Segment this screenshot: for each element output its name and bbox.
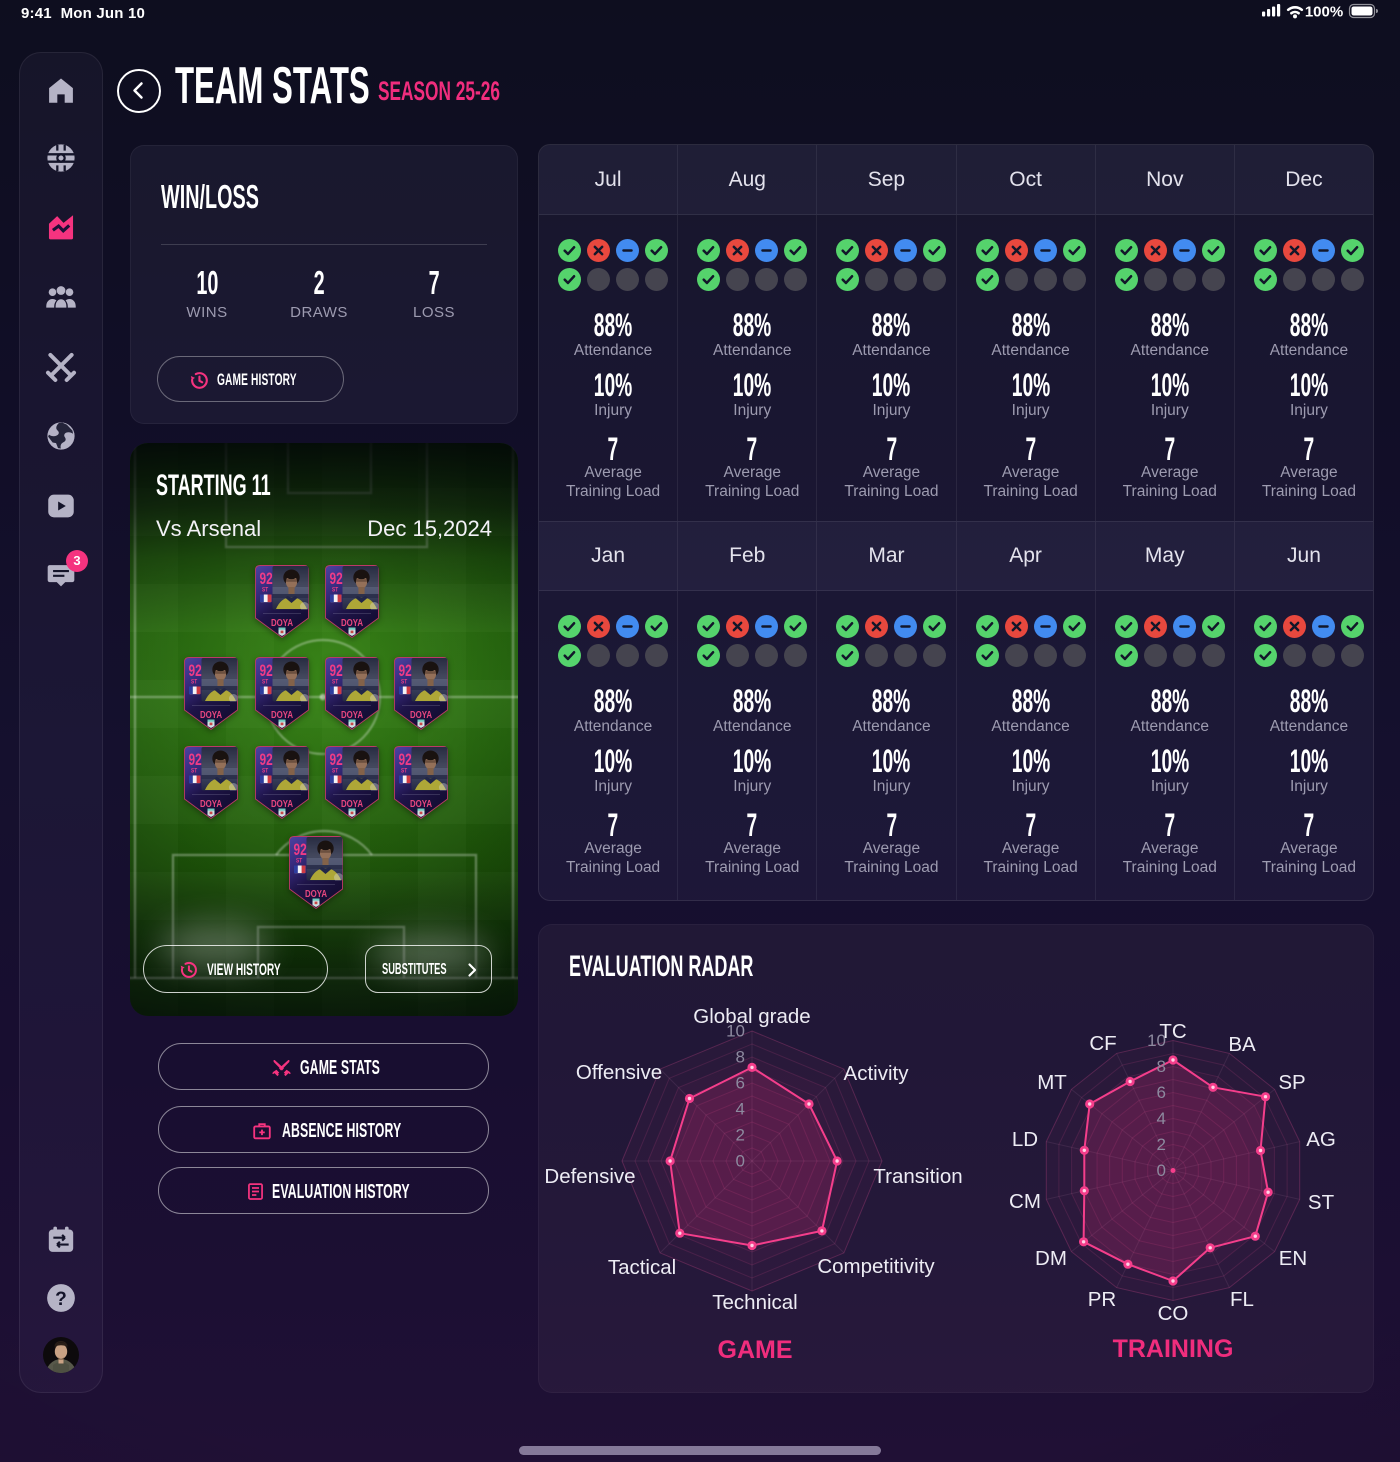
svg-text:MT: MT <box>1037 1071 1067 1094</box>
svg-text:CM: CM <box>1009 1190 1041 1213</box>
svg-text:Transition: Transition <box>873 1165 962 1188</box>
svg-text:DM: DM <box>1035 1247 1067 1270</box>
svg-text:SP: SP <box>1278 1071 1305 1094</box>
svg-text:4: 4 <box>1157 1109 1166 1128</box>
svg-text:6: 6 <box>736 1074 745 1093</box>
svg-text:2: 2 <box>736 1126 745 1145</box>
svg-text:Global grade: Global grade <box>693 1005 810 1028</box>
svg-text:0: 0 <box>736 1152 745 1171</box>
svg-text:8: 8 <box>1157 1057 1166 1076</box>
svg-text:BA: BA <box>1228 1033 1256 1056</box>
svg-text:4: 4 <box>736 1100 745 1119</box>
svg-text:EN: EN <box>1279 1247 1307 1270</box>
svg-text:8: 8 <box>736 1048 745 1067</box>
svg-text:2: 2 <box>1157 1135 1166 1154</box>
svg-text:AG: AG <box>1306 1128 1336 1151</box>
svg-text:10: 10 <box>1147 1031 1166 1050</box>
svg-text:100%: 100% <box>1305 4 1343 21</box>
svg-text:?: ? <box>55 1289 67 1310</box>
svg-text:PR: PR <box>1088 1288 1116 1311</box>
svg-text:Tactical: Tactical <box>608 1256 676 1279</box>
svg-text:CF: CF <box>1089 1032 1116 1055</box>
svg-text:CO: CO <box>1158 1302 1189 1325</box>
svg-text:Technical: Technical <box>712 1291 797 1314</box>
svg-text:Competitivity: Competitivity <box>817 1255 935 1278</box>
svg-text:Activity: Activity <box>844 1062 910 1085</box>
svg-text:6: 6 <box>1157 1083 1166 1102</box>
svg-text:ST: ST <box>1308 1191 1335 1214</box>
svg-text:TC: TC <box>1159 1020 1187 1043</box>
svg-text:10: 10 <box>726 1022 745 1041</box>
svg-text:FL: FL <box>1230 1288 1254 1311</box>
svg-text:Defensive: Defensive <box>544 1165 635 1188</box>
svg-text:0: 0 <box>1157 1161 1166 1180</box>
svg-text:Offensive: Offensive <box>576 1061 662 1084</box>
svg-text:LD: LD <box>1012 1128 1038 1151</box>
